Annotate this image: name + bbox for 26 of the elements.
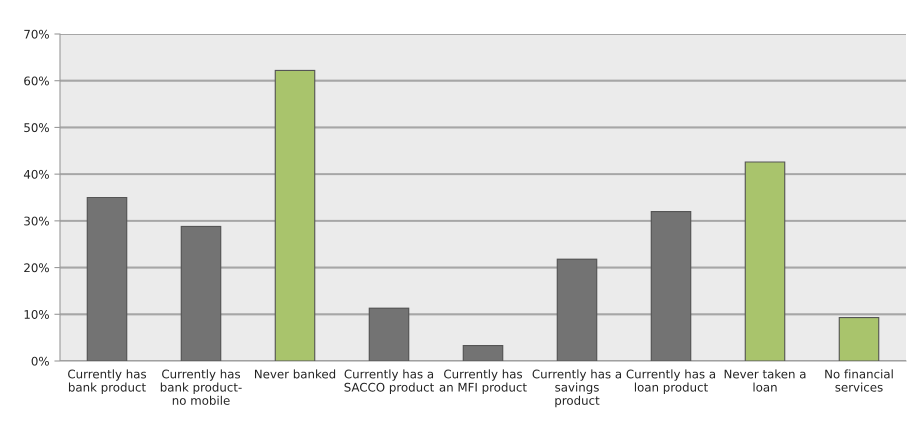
x-tick-label: Currently has bank product — [68, 369, 146, 394]
bar — [838, 317, 880, 361]
bar — [462, 345, 504, 361]
bar — [650, 210, 692, 361]
x-tick-label: Currently has bank product- no mobile — [160, 369, 242, 405]
bar — [180, 226, 222, 361]
y-tick-label: 70% — [24, 30, 49, 39]
bar — [368, 308, 410, 361]
x-tick-label: Currently has a loan product — [626, 369, 716, 394]
y-tick-label: 0% — [32, 356, 49, 366]
y-tick-label: 10% — [24, 310, 49, 319]
x-tick-label: Currently has a savings product — [532, 369, 622, 408]
y-tick-label: 20% — [24, 263, 49, 272]
y-tick-label: 50% — [24, 123, 49, 132]
x-tick-label: Never banked — [254, 369, 336, 378]
bar — [556, 258, 598, 361]
bar — [274, 70, 316, 361]
x-tick-label: No financial services — [825, 369, 893, 392]
x-tick-label: Never taken a loan — [724, 369, 806, 392]
bar — [86, 196, 128, 361]
y-tick-label: 40% — [24, 170, 49, 179]
bar — [744, 161, 786, 361]
y-tick-label: 30% — [24, 216, 49, 226]
x-tick-label: Currently has an MFI product — [440, 369, 527, 394]
y-tick-label: 60% — [24, 76, 49, 86]
x-tick-label: Currently has a SACCO product — [344, 369, 434, 394]
